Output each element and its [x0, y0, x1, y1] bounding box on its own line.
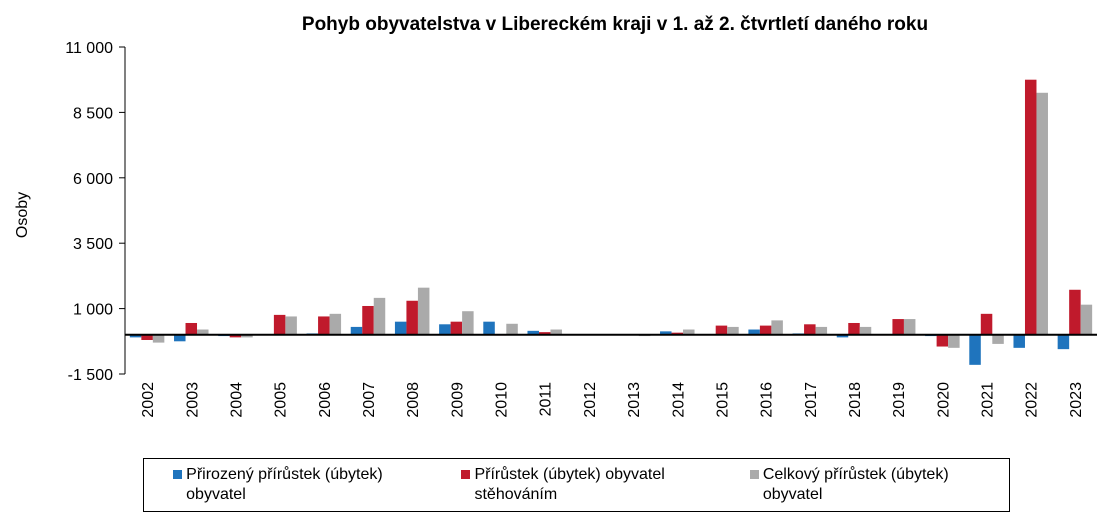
x-tick-label: 2006: [317, 382, 334, 418]
bar: [229, 334, 242, 338]
bar: [197, 329, 209, 335]
legend-swatch: [749, 470, 759, 479]
legend-swatch: [173, 470, 183, 479]
bar: [727, 326, 739, 335]
bar: [815, 326, 828, 335]
bar: [759, 325, 772, 335]
bar: [671, 332, 684, 335]
bar: [771, 320, 783, 335]
bar: [527, 330, 539, 335]
bar: [836, 334, 849, 338]
x-tick-label: 2003: [184, 382, 201, 418]
bar: [506, 323, 518, 335]
bar: [538, 332, 551, 335]
x-tick-label: 2010: [494, 382, 511, 418]
x-tick-label: 2004: [228, 382, 245, 418]
bar: [903, 319, 916, 335]
x-tick-label: 2005: [273, 382, 290, 418]
y-tick-label: 6 000: [73, 171, 113, 188]
bar: [362, 305, 374, 335]
bar: [804, 324, 816, 335]
chart: Pohyb obyvatelstva v Libereckém kraji v …: [14, 14, 1097, 418]
bar: [748, 329, 760, 335]
x-tick-label: 2011: [538, 382, 555, 417]
bar: [152, 334, 165, 343]
bar: [1057, 334, 1070, 350]
x-tick-label: 2016: [759, 382, 776, 418]
bar: [992, 334, 1004, 344]
x-tick-label: 2023: [1068, 382, 1085, 418]
bar: [848, 322, 860, 335]
x-tick-label: 2007: [361, 382, 378, 418]
y-axis-label: Osoby: [14, 192, 31, 238]
bar: [174, 334, 186, 342]
x-tick-label: 2013: [626, 382, 643, 418]
x-tick-label: 2017: [803, 382, 820, 418]
bar: [715, 325, 728, 335]
y-tick-label: 1 000: [73, 302, 113, 319]
bar: [285, 316, 297, 335]
bar: [1069, 289, 1081, 335]
bar: [406, 300, 418, 335]
legend-swatch: [461, 470, 471, 479]
legend: Přirozený přírůstek (úbytek) obyvatel Pří…: [143, 458, 1010, 512]
bar: [483, 321, 495, 335]
legend-item: Celkový přírůstek (úbytek) obyvatel: [749, 465, 980, 505]
legend-item: Přírůstek (úbytek) obyvatel stěhováním: [461, 465, 691, 505]
x-tick-label: 2008: [405, 382, 422, 418]
bar: [683, 329, 695, 335]
bar: [185, 322, 198, 335]
y-tick-label: 11 000: [65, 40, 113, 57]
x-tick-label: 2014: [670, 382, 687, 418]
bar: [329, 313, 342, 335]
bar: [969, 334, 981, 365]
bar: [1080, 304, 1093, 335]
x-tick-label: 2019: [891, 382, 908, 418]
bar: [1013, 334, 1025, 348]
bar: [394, 321, 407, 335]
bar: [892, 319, 904, 335]
bar: [273, 314, 286, 335]
legend-label: Celkový přírůstek (úbytek) obyvatel: [762, 466, 949, 503]
bar: [1024, 79, 1037, 335]
chart-title: Pohyb obyvatelstva v Libereckém kraji v …: [302, 14, 928, 35]
bar: [660, 331, 672, 335]
bar: [550, 329, 562, 335]
x-tick-label: 2022: [1024, 382, 1041, 418]
x-tick-label: 2009: [449, 382, 466, 418]
y-tick-label: -1 500: [68, 367, 113, 384]
x-tick-label: 2015: [714, 382, 731, 418]
legend-label: Přírůstek (úbytek) obyvatel stěhováním: [474, 466, 665, 503]
bar: [936, 334, 949, 347]
bar: [450, 321, 463, 335]
legend-label: Přirozený přírůstek (úbytek) obyvatel: [186, 466, 383, 503]
bar: [373, 297, 386, 335]
x-tick-label: 2018: [847, 382, 864, 418]
bar: [439, 324, 451, 335]
bar: [859, 326, 872, 335]
x-tick-label: 2012: [582, 382, 599, 418]
x-tick-label: 2002: [140, 382, 157, 418]
bar: [350, 326, 363, 335]
y-tick-label: 8 500: [73, 105, 113, 122]
x-tick-label: 2021: [980, 382, 997, 418]
legend-item: Přirozený přírůstek (úbytek) obyvatel: [173, 465, 403, 505]
bar: [1036, 92, 1048, 335]
bar: [980, 313, 993, 335]
bar: [141, 334, 153, 340]
bar: [462, 311, 474, 335]
x-tick-label: 2020: [935, 382, 952, 418]
bar: [241, 334, 253, 338]
bar: [417, 287, 430, 335]
bar: [948, 334, 960, 348]
bar: [129, 334, 142, 338]
y-tick-label: 3 500: [73, 236, 113, 253]
bar: [318, 316, 330, 335]
